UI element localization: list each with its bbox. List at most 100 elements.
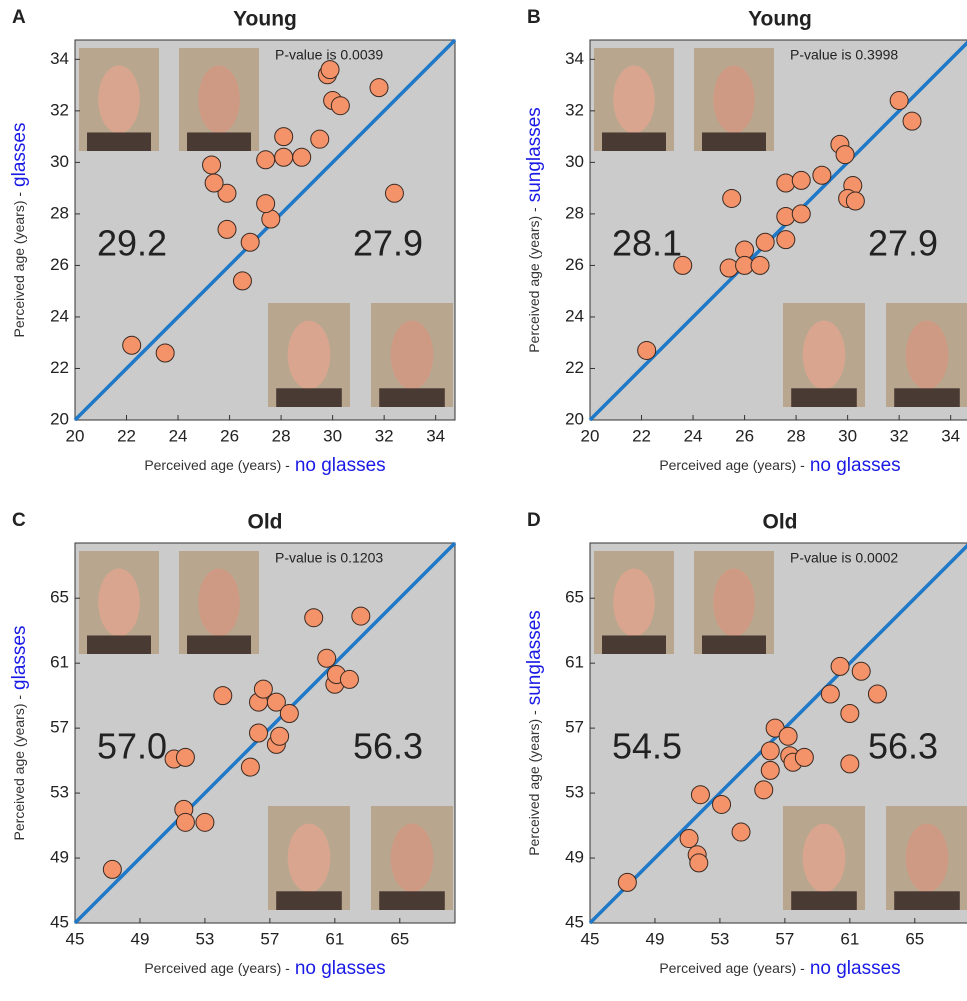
point	[712, 794, 732, 814]
panel: B Young 20 22 24 26 28 30 32 34 20 22 24 26 28 30 32 34 P-…	[524, 7, 967, 476]
point	[750, 255, 770, 275]
point	[820, 684, 840, 704]
y-axis-label: Perceived age (years) - sunglasses	[524, 107, 545, 353]
y-tick-label: 45	[565, 912, 584, 931]
point	[778, 726, 798, 746]
y-label-condition: glasses	[9, 123, 30, 187]
point	[760, 760, 780, 780]
point	[690, 785, 710, 805]
x-tick-label: 30	[838, 426, 857, 445]
point	[240, 232, 260, 252]
x-tick-label: 26	[220, 426, 239, 445]
y-tick-label: 26	[50, 255, 69, 274]
y-tick-label: 45	[50, 912, 69, 931]
x-tick-label: 28	[272, 426, 291, 445]
point	[760, 741, 780, 761]
x-tick-label: 49	[645, 929, 664, 948]
x-tick-label: 57	[775, 929, 794, 948]
photo-shoulders	[602, 132, 666, 151]
point	[867, 684, 887, 704]
point	[637, 340, 657, 360]
point	[256, 194, 276, 214]
y-label-text: Perceived age (years) -	[526, 710, 542, 856]
y-label-text: Perceived age (years) -	[11, 192, 27, 338]
x-tick-label: 65	[390, 929, 409, 948]
y-tick-label: 32	[565, 100, 584, 119]
y-tick-label: 26	[565, 255, 584, 274]
point	[719, 258, 739, 278]
y-tick-label: 34	[50, 49, 69, 68]
x-tick-label: 49	[130, 929, 149, 948]
point	[776, 230, 796, 250]
x-tick-label: 22	[117, 426, 136, 445]
p-value: P-value is 0.0002	[790, 550, 898, 566]
x-tick-label: 24	[169, 426, 188, 445]
x-tick-label: 32	[375, 426, 394, 445]
point	[812, 165, 832, 185]
y-tick-label: 22	[50, 358, 69, 377]
panel: D Old 45 49 53 57 61 65 45 49 53 57 61 65 P-value is 0…	[524, 510, 967, 979]
point	[217, 219, 237, 239]
x-tick-label: 20	[66, 426, 85, 445]
photo-shoulders	[894, 891, 960, 910]
y-tick-label: 32	[50, 100, 69, 119]
point	[689, 853, 709, 873]
photo-face	[802, 823, 846, 893]
point	[240, 757, 260, 777]
point	[155, 343, 175, 363]
x-tick-label: 20	[581, 426, 600, 445]
point	[794, 747, 814, 767]
y-tick-label: 57	[565, 718, 584, 737]
p-value: P-value is 0.0039	[275, 47, 383, 63]
point	[776, 206, 796, 226]
x-label-condition: no glasses	[810, 455, 901, 476]
x-axis-label: Perceived age (years) - no glasses	[659, 455, 900, 476]
x-label-text: Perceived age (years) -	[659, 457, 805, 473]
p-value: P-value is 0.3998	[790, 47, 898, 63]
x-label-condition: no glasses	[295, 455, 386, 476]
panel: C Old 45 49 53 57 61 65 45 49 53 57 61 65 P-value is 0…	[9, 510, 457, 979]
panel-letter: C	[12, 510, 26, 531]
point	[317, 648, 337, 668]
x-label-text: Perceived age (years) -	[659, 960, 805, 976]
point	[279, 704, 299, 724]
photo-face	[198, 65, 240, 134]
point	[202, 155, 222, 175]
point	[830, 656, 850, 676]
photo-face	[98, 65, 140, 134]
point	[369, 78, 389, 98]
point	[266, 692, 286, 712]
mean-left: 57.0	[97, 726, 167, 767]
y-tick-label: 20	[565, 409, 584, 428]
chart-title: Old	[248, 511, 283, 534]
x-tick-label: 30	[323, 426, 342, 445]
point	[310, 129, 330, 149]
mean-left: 54.5	[612, 726, 682, 767]
y-tick-label: 65	[565, 588, 584, 607]
panel-letter: B	[527, 7, 541, 28]
point	[232, 271, 252, 291]
mean-right: 27.9	[868, 223, 938, 264]
x-tick-label: 26	[735, 426, 754, 445]
y-tick-label: 49	[565, 848, 584, 867]
x-tick-label: 61	[840, 929, 859, 948]
photo-shoulders	[187, 132, 251, 151]
point	[330, 96, 350, 116]
y-tick-label: 24	[50, 306, 69, 325]
x-tick-label: 22	[632, 426, 651, 445]
photo-shoulders	[187, 635, 251, 654]
point	[102, 859, 122, 879]
photo-face	[613, 65, 655, 134]
chart-title: Old	[763, 511, 798, 534]
panel-letter: D	[527, 510, 541, 531]
x-label-condition: no glasses	[295, 958, 386, 979]
point	[339, 669, 359, 689]
x-tick-label: 28	[787, 426, 806, 445]
y-tick-label: 57	[50, 718, 69, 737]
y-label-text: Perceived age (years) -	[526, 207, 542, 353]
y-tick-label: 28	[50, 203, 69, 222]
x-tick-label: 34	[426, 426, 445, 445]
photo-shoulders	[702, 132, 766, 151]
x-label-text: Perceived age (years) -	[144, 457, 290, 473]
mean-right: 56.3	[353, 726, 423, 767]
